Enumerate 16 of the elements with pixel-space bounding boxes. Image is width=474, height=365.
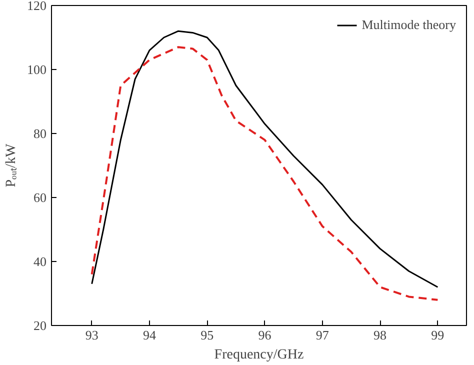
y-tick-label: 100 — [27, 62, 46, 77]
x-tick-label: 98 — [374, 328, 387, 342]
y-tick-label: 120 — [27, 0, 46, 13]
y-tick-label: 20 — [34, 318, 46, 333]
x-axis-title: Frequency/GHz — [214, 348, 304, 362]
x-tick-label: 95 — [200, 328, 214, 342]
x-tick-label: 94 — [142, 328, 156, 342]
y-axis-title: Pₒᵤₜ/kW — [4, 142, 19, 188]
y-tick-label: 40 — [34, 254, 46, 269]
y-tick-label: 60 — [34, 190, 46, 205]
x-tick-label: 97 — [316, 328, 330, 342]
x-tick-label: 93 — [85, 328, 98, 342]
x-tick-label: 99 — [431, 328, 444, 342]
legend-label: Multimode theory — [362, 17, 456, 33]
y-tick-label: 80 — [34, 126, 46, 141]
x-tick-label: 96 — [258, 328, 272, 342]
